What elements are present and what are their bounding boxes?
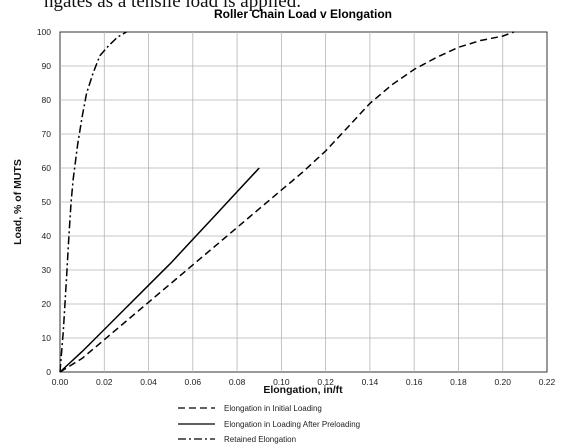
x-tick-label: 0.02 — [96, 377, 113, 387]
x-tick-label: 0.06 — [185, 377, 202, 387]
x-tick-label: 0.14 — [362, 377, 379, 387]
chart-title: Roller Chain Load v Elongation — [213, 7, 392, 21]
y-tick-label: 100 — [37, 27, 51, 37]
y-tick-label: 0 — [46, 367, 51, 377]
x-axis-label: Elongation, in/ft — [263, 384, 343, 396]
x-tick-label: 0.16 — [406, 377, 423, 387]
x-tick-label: 0.04 — [140, 377, 157, 387]
x-tick-labels: 0.00 0.02 0.04 0.06 0.08 0.10 0.12 0.14 0.16 0.18… — [52, 377, 556, 387]
legend-label-3: Retained Elongation — [224, 435, 296, 444]
y-tick-label: 20 — [42, 299, 52, 309]
y-tick-label: 70 — [42, 129, 52, 139]
y-tick-label: 60 — [42, 163, 52, 173]
y-tick-label: 30 — [42, 265, 52, 275]
x-tick-label: 0.18 — [450, 377, 467, 387]
series-line-3 — [59, 31, 127, 373]
series-line-1 — [59, 31, 515, 373]
series-line-2 — [59, 167, 260, 373]
x-tick-label: 0.10 — [273, 377, 290, 387]
y-tick-label: 10 — [42, 333, 52, 343]
y-tick-label: 40 — [42, 231, 52, 241]
series-layer — [59, 31, 515, 373]
x-tick-label: 0.12 — [317, 377, 334, 387]
grid-lines — [60, 32, 547, 372]
legend-label-1: Elongation in Initial Loading — [224, 404, 322, 413]
top-caption: ngates as a tensile load is applied. — [44, 0, 301, 12]
x-tick-label: 0.20 — [494, 377, 511, 387]
y-tick-labels: 0 10 20 30 40 50 60 70 80 90 100 — [37, 27, 51, 377]
legend-label-2: Elongation in Loading After Preloading — [224, 420, 360, 429]
y-tick-label: 80 — [42, 95, 52, 105]
y-tick-label: 90 — [42, 61, 52, 71]
x-tick-label: 0.08 — [229, 377, 246, 387]
y-tick-label: 50 — [42, 197, 52, 207]
x-tick-label: 0.22 — [539, 377, 556, 387]
y-axis-label: Load, % of MUTS — [12, 159, 24, 245]
legend: Elongation in Initial Loading Elongation … — [178, 404, 360, 444]
x-tick-label: 0.00 — [52, 377, 69, 387]
